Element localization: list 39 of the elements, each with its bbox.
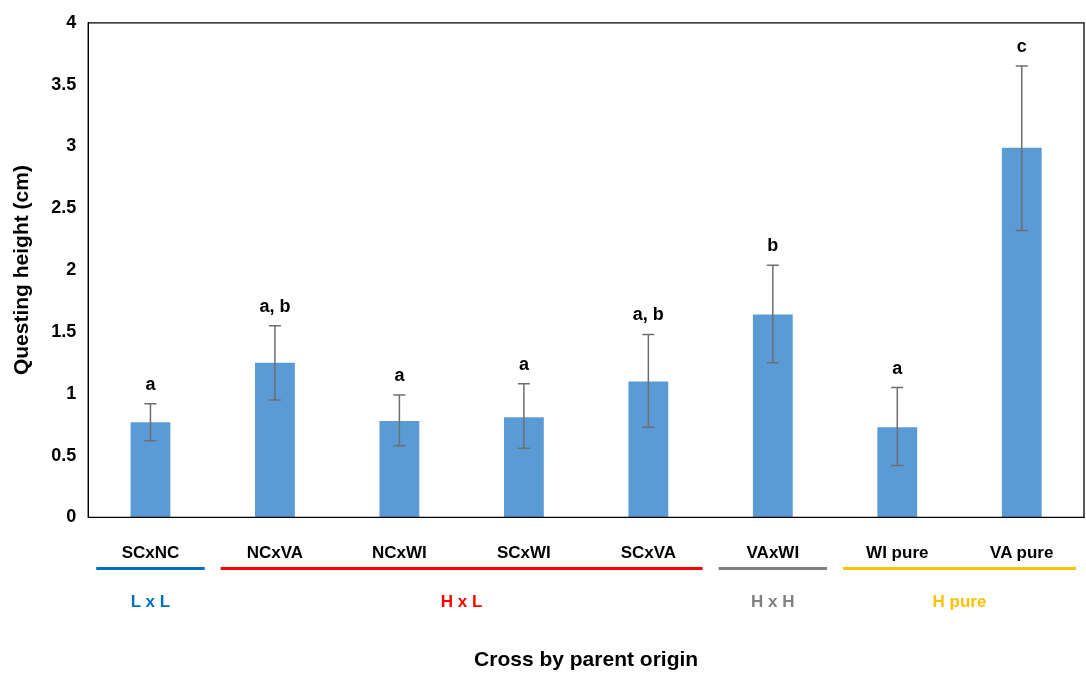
bar [628,381,669,518]
text: H pure [932,592,987,612]
x-tick-label: WI pure [866,543,929,563]
annotation: a, b [632,304,664,325]
bar [379,420,420,518]
bar [752,314,793,518]
bar [1001,147,1042,518]
bar [130,422,171,518]
x-axis-title: Cross by parent origin [474,647,699,671]
annotation: b [767,235,779,256]
x-tick-label: SCxNC [121,543,180,563]
annotation: a [394,364,406,385]
y-tick-label: 4 [66,11,77,32]
annotation: a [145,373,157,394]
x-tick-label: VA pure [990,543,1054,563]
y-axis-title: Questing height (cm) [9,165,33,376]
bar [255,362,295,518]
y-tick-label: 2.5 [51,197,77,218]
x-tick-label: NCxVA [246,543,304,563]
annotation: a [518,353,530,374]
x-tick-label: SCxWI [496,543,551,563]
text: L x L [130,592,171,612]
bar [503,417,544,518]
x-tick-label: SCxVA [620,543,677,563]
y-tick-label: 2 [66,259,77,280]
annotation: a, b [259,295,291,316]
y-tick-label: 3 [66,135,77,156]
y-tick-label: 1 [66,382,77,403]
y-tick-label: 0 [66,506,77,527]
text: H x H [751,592,795,612]
y-tick-label: 0.5 [51,444,77,465]
y-tick-label: 3.5 [51,73,77,94]
y-tick-label: 1.5 [51,320,77,341]
annotation: c [1016,36,1027,57]
x-tick-label: VAxWI [746,543,800,563]
text: H x L [440,592,483,612]
annotation: a [892,357,904,378]
x-tick-label: NCxWI [372,543,427,563]
bar [877,427,918,518]
